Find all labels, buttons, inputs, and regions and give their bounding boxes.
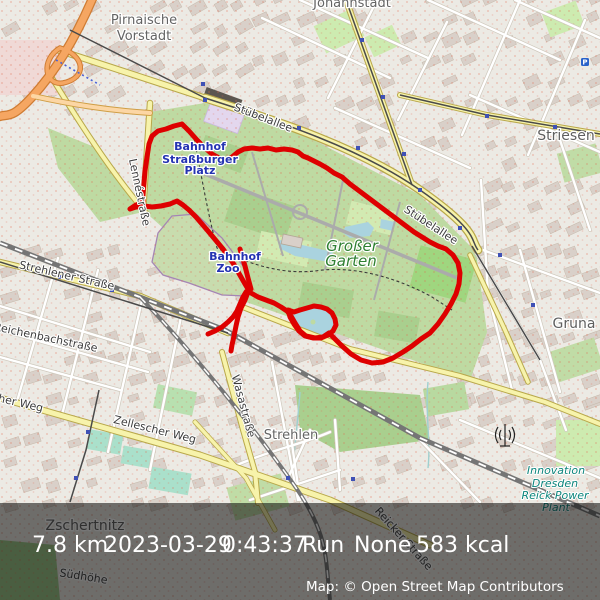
svg-text:Straßburger: Straßburger <box>162 153 238 166</box>
svg-text:Johannstadt: Johannstadt <box>312 0 391 11</box>
stat-distance: 7.8 km <box>32 533 109 558</box>
stat-energy: 583 kcal <box>416 533 510 558</box>
stat-activity-type: Run <box>302 533 345 558</box>
route-track <box>127 121 463 366</box>
minor-roads <box>0 0 600 504</box>
svg-text:Zoo: Zoo <box>216 262 240 275</box>
svg-text:Innovation: Innovation <box>527 464 585 477</box>
map-attribution: Map: © Open Street Map Contributors <box>306 579 564 595</box>
svg-text:P: P <box>582 59 587 67</box>
svg-text:Bahnhof: Bahnhof <box>174 140 226 153</box>
trunk-roads <box>0 0 153 122</box>
tram-stop-icons <box>58 38 557 481</box>
svg-text:Bahnhof: Bahnhof <box>209 250 261 263</box>
svg-text:Garten: Garten <box>325 252 377 270</box>
svg-text:Striesen: Striesen <box>537 128 594 144</box>
stats-bar <box>0 503 600 600</box>
stat-duration: 0:43:37 <box>222 533 307 558</box>
svg-text:Pirnaische: Pirnaische <box>111 13 177 28</box>
stat-gear: None <box>354 533 412 558</box>
parking-icon <box>581 58 589 66</box>
svg-text:Großer: Großer <box>326 237 379 255</box>
svg-text:Strehlen: Strehlen <box>264 428 319 443</box>
svg-text:Gruna: Gruna <box>553 316 596 332</box>
tram-lines <box>0 0 600 503</box>
park-paths <box>189 132 463 311</box>
stat-date: 2023-03-29 <box>104 533 232 558</box>
svg-text:Dresden: Dresden <box>532 477 578 490</box>
antenna-icon <box>494 424 516 447</box>
svg-text:Reick Power: Reick Power <box>521 489 590 502</box>
svg-text:Vorstadt: Vorstadt <box>117 29 171 44</box>
svg-text:Platz: Platz <box>185 164 216 177</box>
